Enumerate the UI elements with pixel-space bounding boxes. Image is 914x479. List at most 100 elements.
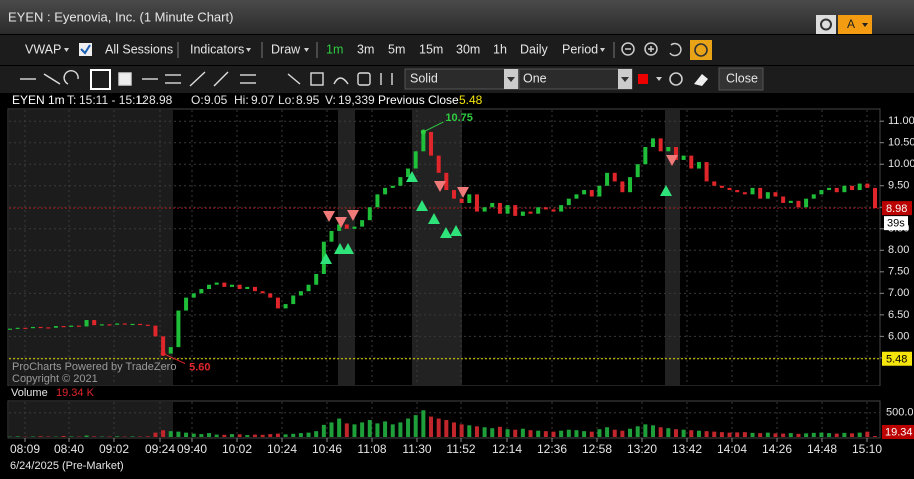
account-badge[interactable] — [838, 15, 872, 34]
volume-bar — [712, 431, 717, 437]
volume-bar — [390, 424, 395, 437]
zoom-in-button[interactable] — [644, 42, 658, 56]
volume-bar — [727, 432, 732, 437]
candle — [490, 202, 495, 208]
study-menu[interactable]: VWAP — [25, 42, 61, 56]
info-field: V: — [325, 93, 336, 107]
volume-bar — [758, 433, 763, 437]
interval-button[interactable]: Daily — [520, 42, 549, 56]
candle — [605, 172, 610, 186]
period-menu[interactable]: Period — [562, 42, 598, 56]
interval-button[interactable]: 15m — [419, 42, 443, 56]
volume-bar — [429, 416, 434, 437]
buy-signal — [342, 243, 354, 254]
volume-bar — [750, 432, 755, 437]
dropdown-arrow — [246, 48, 251, 52]
volume-bar — [15, 436, 20, 437]
y-tick-label: 10.00 — [888, 158, 914, 170]
color-picker[interactable] — [638, 74, 648, 84]
indicators-menu[interactable]: Indicators — [190, 42, 244, 56]
volume-title: Volume — [11, 387, 48, 399]
drawing-tools — [20, 69, 393, 90]
volume-bar — [474, 426, 479, 437]
x-tick-label: 09:24 — [145, 442, 175, 456]
interval-button[interactable]: 5m — [388, 42, 405, 56]
candle — [298, 291, 303, 296]
tool-settings[interactable] — [669, 72, 683, 86]
buy-signal — [440, 227, 452, 238]
interval-button[interactable]: 30m — [456, 42, 480, 56]
alert-button[interactable] — [690, 40, 712, 60]
candle — [191, 293, 196, 298]
candle — [360, 220, 365, 227]
buy-signal — [660, 185, 672, 196]
dropdown-arrow — [507, 77, 515, 82]
candle — [390, 185, 395, 188]
volume-bar — [773, 433, 778, 437]
candle — [658, 138, 663, 152]
volume-bar — [314, 431, 319, 437]
buy-signal — [416, 200, 428, 211]
volume-bar — [612, 429, 617, 437]
candle — [122, 323, 127, 325]
volume-bar — [252, 434, 257, 437]
eraser-button[interactable] — [694, 74, 708, 86]
y-tick-label: 10.50 — [888, 137, 914, 149]
volume-bar — [559, 430, 564, 437]
dropdown-arrow — [64, 48, 69, 52]
interval-button[interactable]: 1h — [493, 42, 507, 56]
candle — [130, 323, 135, 326]
x-tick-label: 14:04 — [717, 442, 747, 456]
candle — [260, 291, 265, 294]
candle — [735, 190, 740, 193]
close-button[interactable] — [718, 67, 764, 91]
sell-signal — [434, 181, 446, 192]
x-tick-label: 10:24 — [267, 442, 297, 456]
volume-bar — [658, 427, 663, 437]
volume-bar — [275, 433, 280, 437]
volume-bar — [61, 436, 66, 437]
candle — [628, 177, 633, 193]
info-field: 8.95 — [296, 93, 320, 107]
volume-bar — [344, 423, 349, 437]
candle — [712, 181, 717, 186]
info-field: Lo: — [278, 93, 295, 107]
volume-bar — [337, 418, 342, 437]
x-tick-label: 13:20 — [627, 442, 657, 456]
candle — [857, 183, 862, 191]
volume-bar — [873, 436, 877, 437]
sessions-toggle[interactable]: All Sessions — [105, 42, 173, 56]
candle — [727, 187, 732, 191]
zoom-out-button[interactable] — [621, 42, 635, 56]
volume-bar — [406, 418, 411, 437]
volume-bar — [735, 432, 740, 437]
candle — [184, 297, 189, 311]
settings-button[interactable] — [816, 15, 836, 34]
last-price-label: 8.98 — [886, 203, 907, 215]
info-field: Hi: — [234, 93, 249, 107]
volume-bar — [84, 435, 89, 437]
candle — [551, 209, 556, 212]
candle — [566, 198, 571, 206]
volume-bar — [451, 422, 456, 437]
candle — [597, 185, 602, 197]
sell-signal — [457, 187, 469, 198]
candle — [237, 284, 242, 290]
draw-menu[interactable]: Draw — [271, 42, 301, 56]
volume-bar — [819, 432, 824, 437]
y-tick-label: 11.00 — [888, 115, 914, 127]
x-tick-label: 09:40 — [177, 442, 207, 456]
candle — [850, 185, 855, 191]
buy-signal — [406, 171, 418, 182]
candle — [459, 198, 464, 203]
volume-bar — [245, 435, 250, 437]
info-bar — [0, 93, 914, 108]
volume-bar — [115, 436, 120, 437]
interval-button[interactable]: 3m — [357, 42, 374, 56]
volume-bar — [69, 436, 74, 437]
volume-bar — [513, 429, 518, 437]
interval-button[interactable]: 1m — [326, 42, 343, 56]
volume-bar — [145, 436, 150, 437]
volume-bar — [38, 436, 43, 437]
reset-button[interactable] — [669, 42, 682, 57]
